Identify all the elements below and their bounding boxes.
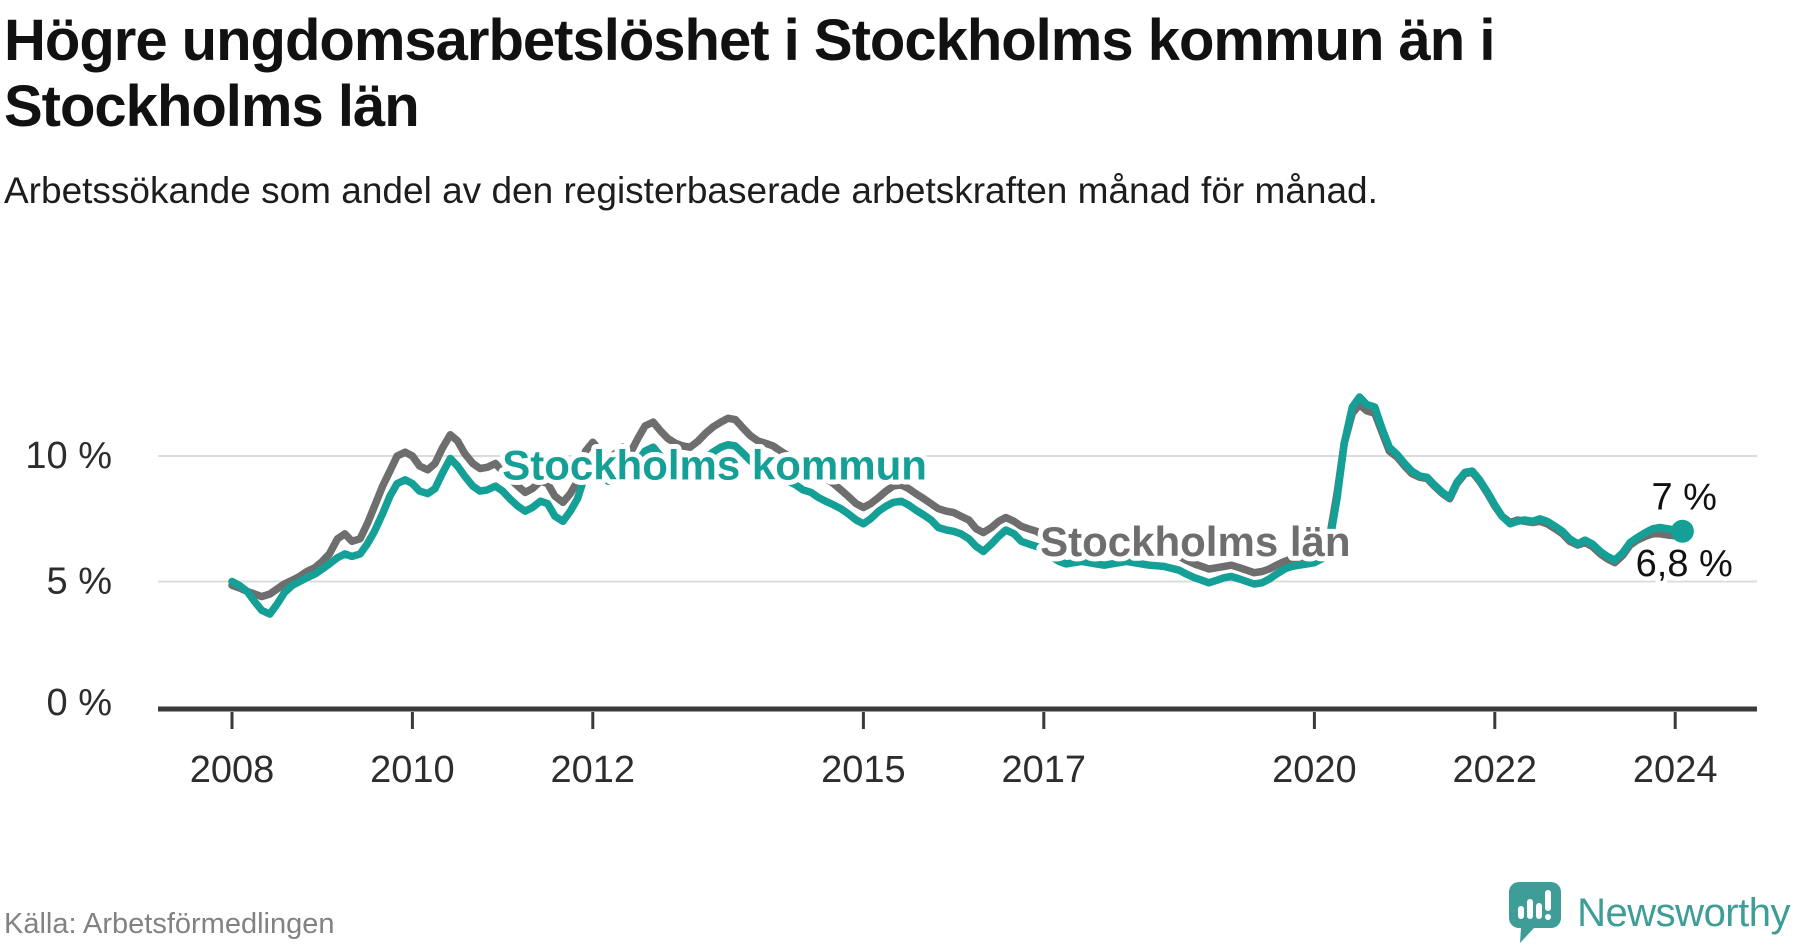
x-axis	[158, 706, 1757, 729]
annotation-end-value-kommun: 7 %	[1651, 476, 1716, 518]
annotation-lan-label: Stockholms län	[1040, 518, 1350, 565]
series-line-stockholms-l-n	[228, 400, 1687, 601]
annotation-kommun-label: Stockholms kommun	[502, 441, 927, 488]
brand-name: Newsworthy	[1577, 890, 1790, 935]
source-note: Källa: Arbetsförmedlingen	[4, 908, 335, 940]
x-axis-labels: 2008 2010 2012 2015 2017 2020 2022 2024	[190, 749, 1718, 791]
series-end-dot	[1670, 519, 1694, 543]
series-line-stockholms-kommun	[228, 393, 1687, 618]
x-tick-label-2022: 2022	[1453, 749, 1538, 791]
y-tick-label-5: 5 %	[47, 561, 112, 603]
brand-lockup: Newsworthy	[1509, 882, 1790, 944]
y-tick-label-0: 0 %	[47, 682, 112, 724]
bar-1	[1518, 906, 1525, 919]
y-tick-label-10: 10 %	[25, 435, 112, 477]
speech-bubble-shape	[1509, 882, 1562, 943]
x-tick-label-2010: 2010	[370, 749, 455, 791]
x-tick-label-2024: 2024	[1633, 749, 1718, 791]
x-tick-label-2012: 2012	[551, 749, 636, 791]
x-tick-label-2015: 2015	[821, 749, 906, 791]
annotation-end-value-lan: 6,8 %	[1636, 543, 1733, 585]
series-lines	[228, 393, 1687, 618]
gridlines	[158, 455, 1757, 583]
exclamation-dot	[1545, 914, 1552, 920]
x-tick-label-2017: 2017	[1002, 749, 1087, 791]
page-title: Högre ungdomsarbetslöshet i Stockholms k…	[4, 8, 1495, 139]
newsworthy-logo-icon	[1509, 882, 1562, 943]
bar-2	[1527, 899, 1534, 919]
page-subtitle: Arbetssökande som andel av den registerb…	[4, 170, 1378, 211]
y-axis-labels: 0 % 5 % 10 %	[25, 435, 112, 724]
x-tick-label-2020: 2020	[1272, 749, 1357, 791]
chart-annotations: Stockholms kommun Stockholms län 7 % 6,8 %	[497, 436, 1737, 589]
x-tick-label-2008: 2008	[190, 749, 275, 791]
bar-3	[1536, 903, 1543, 919]
exclamation-bar	[1545, 890, 1552, 911]
